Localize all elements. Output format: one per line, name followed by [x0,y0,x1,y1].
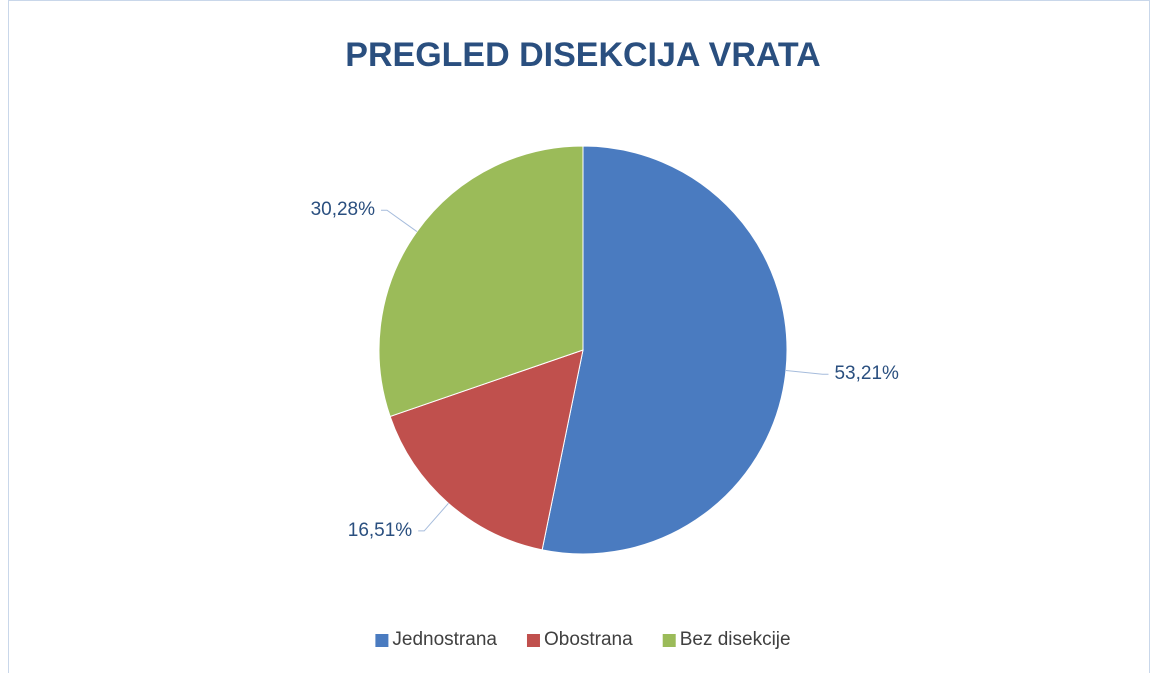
legend-swatch [375,634,389,647]
data-label: 53,21% [834,363,899,384]
legend-label: Bez disekcije [680,629,791,650]
chart-title: PREGLED DISEKCIJA VRATA [345,36,820,74]
leader-line [418,502,449,532]
legend-label: Obostrana [544,629,633,650]
legend-label: Jednostrana [392,629,497,650]
legend-swatch [526,634,540,647]
chart-border [8,0,1150,673]
data-label: 30,28% [311,199,376,220]
data-label: 16,51% [348,520,413,541]
legend-swatch [662,634,676,647]
pie-slice [541,145,788,555]
pie-slice [378,145,584,418]
leader-line [785,370,829,375]
leader-line [381,209,418,232]
